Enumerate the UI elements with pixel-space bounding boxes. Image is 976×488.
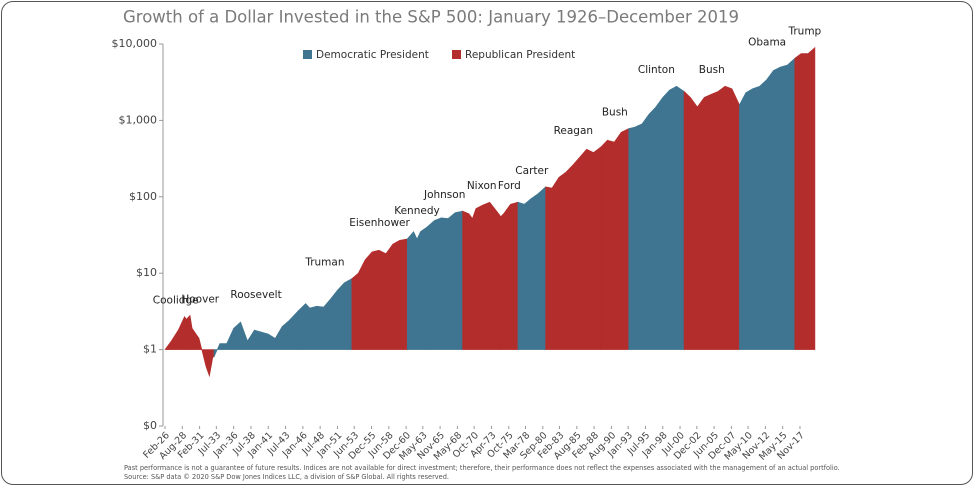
area xyxy=(517,186,546,350)
area xyxy=(683,85,740,350)
chart-title: Growth of a Dollar Invested in the S&P 5… xyxy=(123,8,739,27)
president-label: Truman xyxy=(304,257,344,269)
president-label: Roosevelt xyxy=(230,289,281,301)
president-label: Kennedy xyxy=(394,205,439,217)
legend-swatch xyxy=(303,50,312,59)
area xyxy=(406,226,428,350)
president-label: Reagan xyxy=(554,125,593,137)
area xyxy=(500,201,519,350)
y-tick-label: $10 xyxy=(136,266,157,279)
area xyxy=(600,128,629,350)
area xyxy=(462,201,502,350)
president-label: Bush xyxy=(699,64,725,76)
president-label: Hoover xyxy=(181,293,219,305)
legend-swatch xyxy=(452,50,461,59)
president-label: Trump xyxy=(787,25,821,37)
legend-label: Republican President xyxy=(465,49,575,61)
president-label: Coolidge xyxy=(153,295,199,307)
area xyxy=(628,85,685,350)
y-tick-label: $1 xyxy=(143,343,157,356)
footnote: Past performance is not a guarantee of f… xyxy=(124,464,840,481)
president-label: Obama xyxy=(748,36,786,48)
area xyxy=(426,210,463,350)
area xyxy=(186,314,215,378)
area xyxy=(297,278,353,350)
y-tick-label: $10,000 xyxy=(112,37,158,50)
president-label: Nixon xyxy=(467,180,497,192)
president-label: Bush xyxy=(602,107,628,119)
area xyxy=(545,146,602,350)
president-label: Ford xyxy=(498,180,521,192)
area xyxy=(739,57,796,350)
area xyxy=(213,310,299,358)
area xyxy=(164,316,187,350)
president-label: Eisenhower xyxy=(349,217,410,229)
legend-label: Democratic President xyxy=(316,49,429,61)
y-tick-label: $1,000 xyxy=(119,113,158,126)
area xyxy=(351,238,408,350)
president-label: Johnson xyxy=(423,189,465,201)
area xyxy=(794,46,816,350)
president-label: Clinton xyxy=(638,64,675,76)
y-tick-label: $0 xyxy=(143,419,157,432)
y-tick-label: $100 xyxy=(129,190,157,203)
president-label: Carter xyxy=(515,165,549,177)
